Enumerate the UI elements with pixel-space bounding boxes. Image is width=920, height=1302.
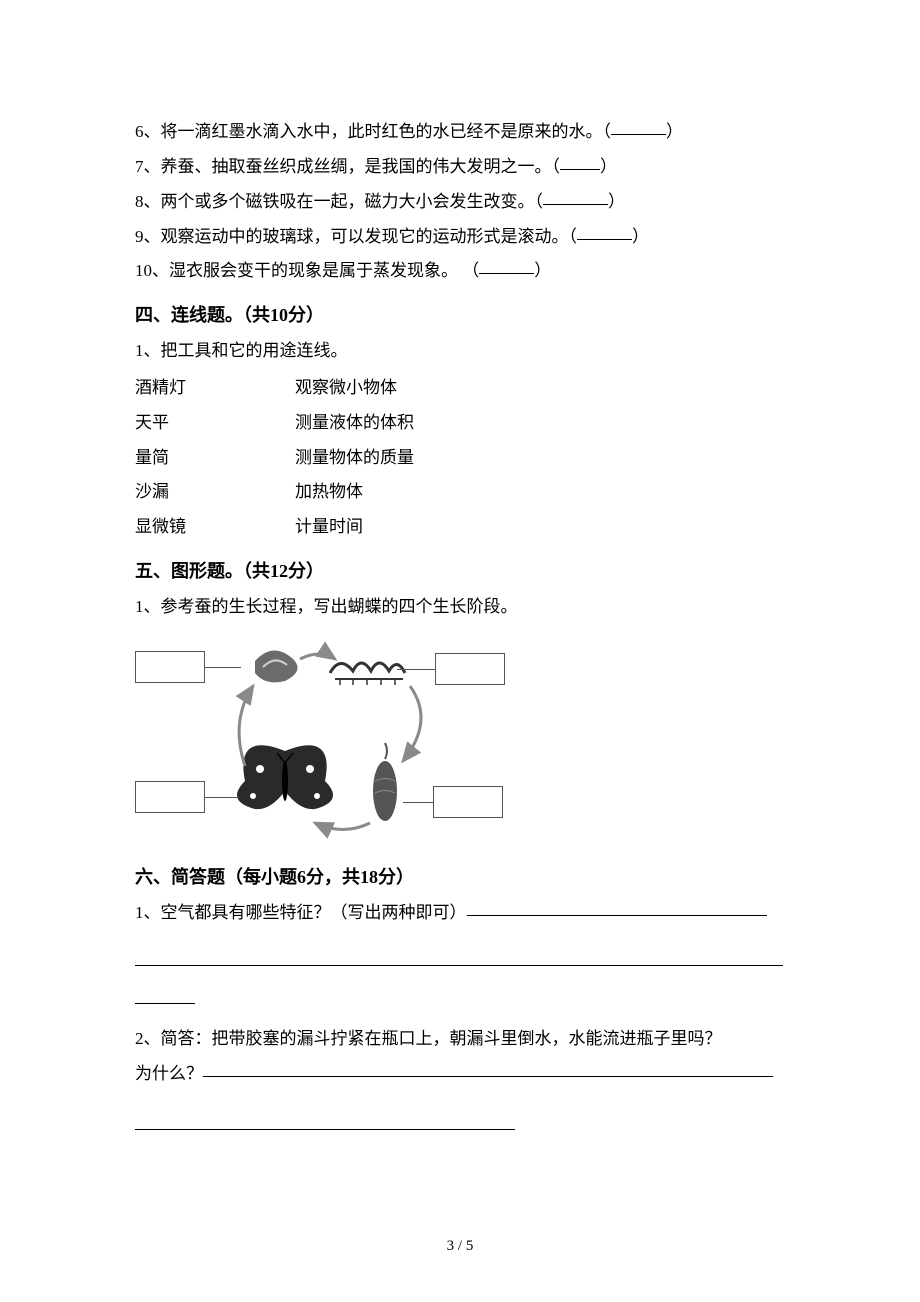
tf-q6-text: 6、将一滴红墨水滴入水中，此时红色的水已经不是原来的水。（ xyxy=(135,122,611,141)
label-box-3[interactable] xyxy=(135,781,205,813)
section6-q1-blank1[interactable] xyxy=(467,899,767,916)
section4-title: 四、连线题。（共10分） xyxy=(135,297,790,334)
label-box-2[interactable] xyxy=(435,653,505,685)
tf-q8-tail: ） xyxy=(608,192,625,211)
section4-prompt: 1、把工具和它的用途连线。 xyxy=(135,334,790,369)
page-number: 3 / 5 xyxy=(447,1231,474,1262)
match-right-0: 观察微小物体 xyxy=(295,371,414,406)
match-right-3: 加热物体 xyxy=(295,475,414,510)
match-left-1: 天平 xyxy=(135,406,295,441)
section6-q1-tail[interactable] xyxy=(135,987,195,1004)
match-left-2: 量简 xyxy=(135,441,295,476)
matching-table: 酒精灯 天平 量简 沙漏 显微镜 观察微小物体 测量液体的体积 测量物体的质量 … xyxy=(135,371,790,545)
lifecycle-diagram xyxy=(135,631,515,851)
tf-q9-tail: ） xyxy=(632,227,649,246)
tf-question-10: 10、湿衣服会变干的现象是属于蒸发现象。 （ ） xyxy=(135,254,790,289)
match-left-4: 显微镜 xyxy=(135,510,295,545)
section6-q2-row2: 为什么？ xyxy=(135,1057,790,1092)
match-right-4: 计量时间 xyxy=(295,510,414,545)
leader-3 xyxy=(205,797,239,799)
section6-q2-prefix: 为什么？ xyxy=(135,1064,203,1083)
section6-q2-blank1[interactable] xyxy=(203,1060,773,1077)
section6-q1-line2[interactable] xyxy=(135,949,783,966)
tf-question-8: 8、两个或多个磁铁吸在一起，磁力大小会发生改变。（ ） xyxy=(135,185,790,220)
section6-q2-line1: 2、简答：把带胶塞的漏斗拧紧在瓶口上，朝漏斗里倒水，水能流进瓶子里吗？ xyxy=(135,1029,722,1048)
arrow-3 xyxy=(315,823,370,830)
tf-q10-tail: ） xyxy=(534,261,551,280)
butterfly-icon xyxy=(237,745,333,809)
tf-q9-blank[interactable] xyxy=(577,223,632,240)
leader-1 xyxy=(205,667,241,669)
tf-q10-text: 10、湿衣服会变干的现象是属于蒸发现象。 （ xyxy=(135,261,479,280)
tf-q6-tail: ） xyxy=(666,122,683,141)
tf-q7-tail: ） xyxy=(600,157,617,176)
tf-question-9: 9、观察运动中的玻璃球，可以发现它的运动形式是滚动。（ ） xyxy=(135,220,790,255)
leader-4 xyxy=(403,802,433,804)
caterpillar-icon xyxy=(330,663,405,685)
match-left-3: 沙漏 xyxy=(135,475,295,510)
match-right-1: 测量液体的体积 xyxy=(295,406,414,441)
match-right-col: 观察微小物体 测量液体的体积 测量物体的质量 加热物体 计量时间 xyxy=(295,371,414,545)
tf-question-7: 7、养蚕、抽取蚕丝织成丝绸，是我国的伟大发明之一。（ ） xyxy=(135,150,790,185)
tf-q7-text: 7、养蚕、抽取蚕丝织成丝绸，是我国的伟大发明之一。（ xyxy=(135,157,560,176)
egg-icon xyxy=(255,650,298,682)
section6-q1-text: 1、空气都具有哪些特征？（写出两种即可） xyxy=(135,903,467,922)
pupa-icon xyxy=(373,743,397,821)
arrow-1 xyxy=(300,654,335,659)
tf-q10-blank[interactable] xyxy=(479,257,534,274)
section5-title: 五、图形题。（共12分） xyxy=(135,553,790,590)
tf-question-6: 6、将一滴红墨水滴入水中，此时红色的水已经不是原来的水。（ ） xyxy=(135,115,790,150)
label-box-1[interactable] xyxy=(135,651,205,683)
tf-q7-blank[interactable] xyxy=(560,153,600,170)
match-left-0: 酒精灯 xyxy=(135,371,295,406)
match-left-col: 酒精灯 天平 量简 沙漏 显微镜 xyxy=(135,371,295,545)
section5-prompt: 1、参考蚕的生长过程，写出蝴蝶的四个生长阶段。 xyxy=(135,590,790,625)
section6-title: 六、简答题（每小题6分，共18分） xyxy=(135,859,790,896)
arrow-2 xyxy=(403,686,421,761)
match-right-2: 测量物体的质量 xyxy=(295,441,414,476)
tf-q9-text: 9、观察运动中的玻璃球，可以发现它的运动形式是滚动。（ xyxy=(135,227,577,246)
section6-q2-blank2[interactable] xyxy=(135,1113,515,1130)
tf-q6-blank[interactable] xyxy=(611,118,666,135)
section6-q2: 2、简答：把带胶塞的漏斗拧紧在瓶口上，朝漏斗里倒水，水能流进瓶子里吗？ xyxy=(135,1022,790,1057)
label-box-4[interactable] xyxy=(433,786,503,818)
section6-q1: 1、空气都具有哪些特征？（写出两种即可） xyxy=(135,896,790,931)
tf-q8-text: 8、两个或多个磁铁吸在一起，磁力大小会发生改变。（ xyxy=(135,192,543,211)
tf-q8-blank[interactable] xyxy=(543,188,608,205)
leader-2 xyxy=(397,669,435,671)
